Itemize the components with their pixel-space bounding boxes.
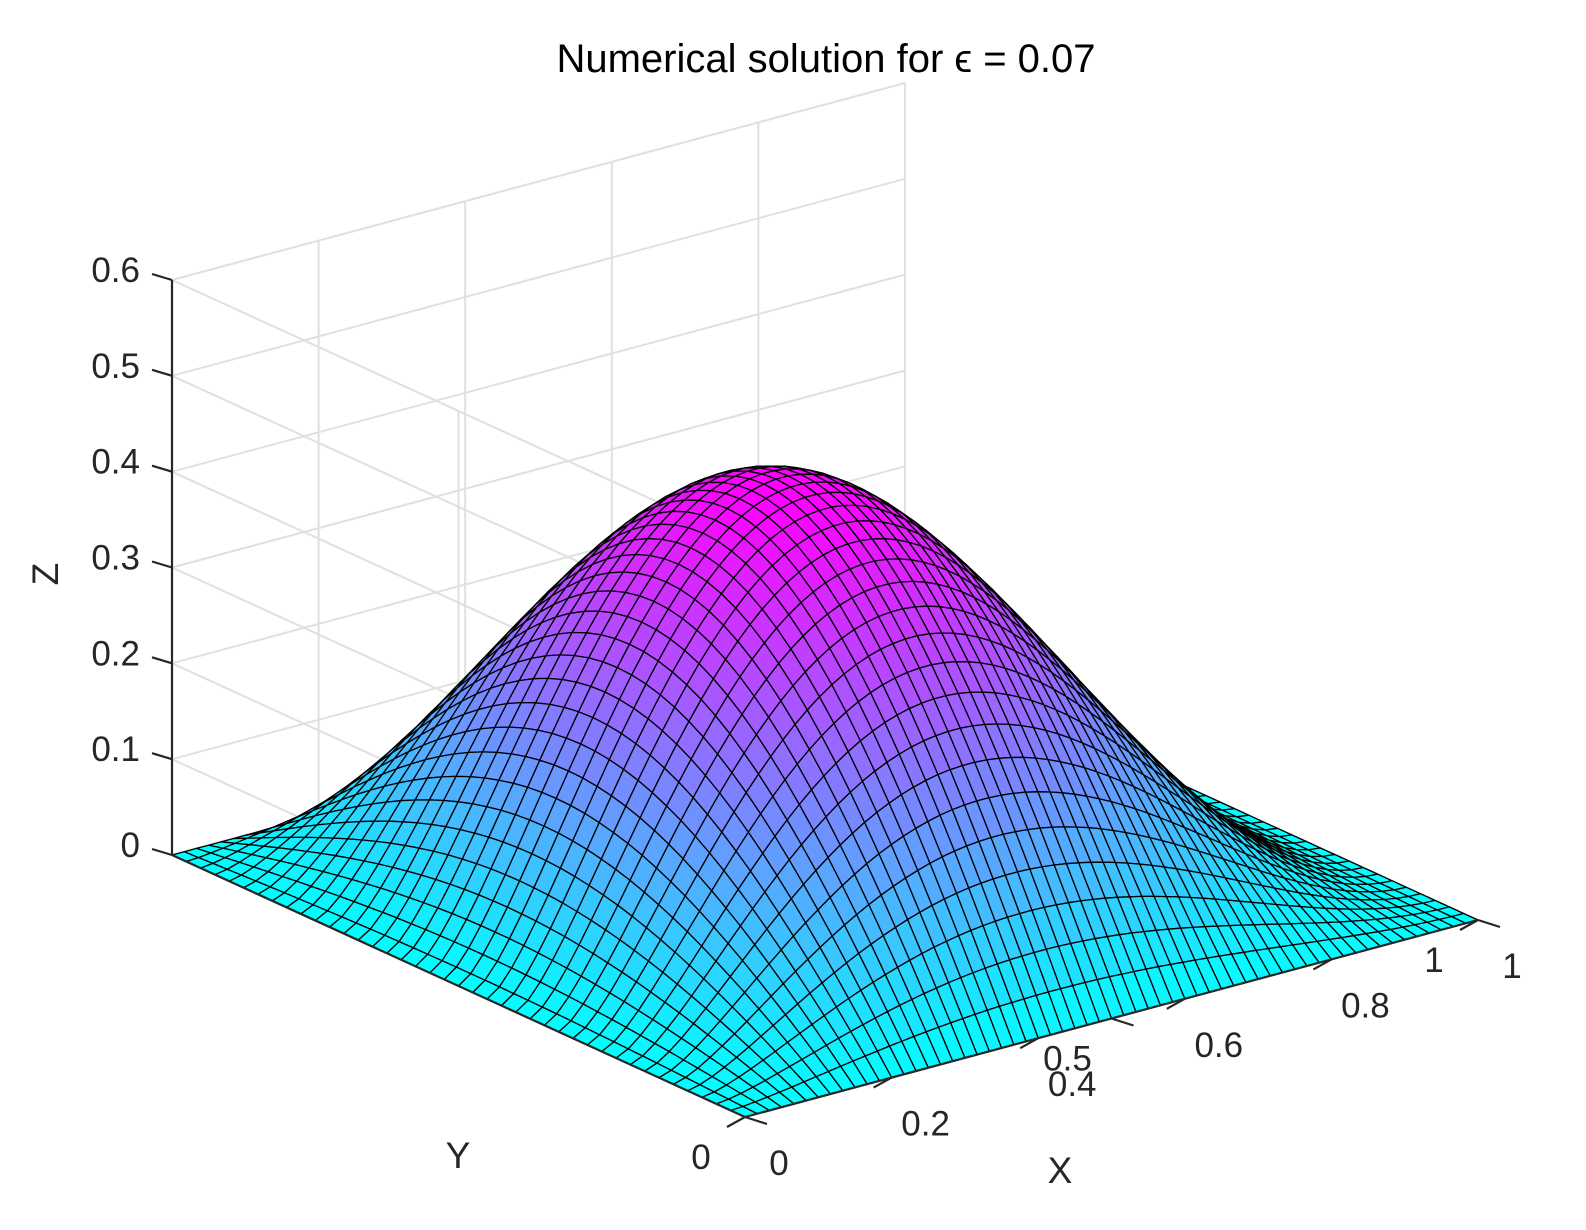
x-axis-label: X	[1048, 1150, 1073, 1191]
x-tick-mark	[1459, 919, 1479, 931]
y-axis-line	[171, 853, 746, 1119]
z-tick-label: 0.1	[91, 730, 140, 769]
grid-line	[171, 273, 906, 473]
y-tick-mark	[744, 1115, 768, 1126]
grid-line	[171, 177, 906, 377]
z-tick-mark	[151, 656, 173, 665]
y-tick-label: 1	[1424, 941, 1443, 980]
chart-title: Numerical solution for ϵ = 0.07	[556, 37, 1095, 81]
z-tick-mark	[151, 368, 173, 377]
x-tick-label: 0.6	[1194, 1026, 1243, 1065]
x-tick-mark	[1312, 958, 1332, 971]
x-tick-label: 0.4	[1048, 1065, 1097, 1104]
x-tick-label: 0	[769, 1144, 788, 1183]
x-tick-label: 0.8	[1341, 986, 1390, 1025]
y-axis-label: Y	[446, 1135, 471, 1176]
x-tick-label: 0.2	[901, 1105, 950, 1144]
y-tick-label: 0	[691, 1138, 710, 1177]
y-tick-mark	[1477, 918, 1501, 929]
x-tick-mark	[873, 1076, 893, 1089]
z-tick-mark	[151, 560, 173, 569]
x-tick-mark	[726, 1116, 746, 1128]
x-tick-mark	[1019, 1037, 1039, 1050]
grid-line	[171, 82, 906, 281]
z-tick-mark	[151, 464, 173, 473]
z-tick-mark	[151, 272, 173, 282]
z-tick-mark	[151, 752, 173, 761]
z-tick-mark	[151, 847, 173, 857]
surface-plot	[171, 465, 1479, 1118]
z-tick-label: 0.3	[91, 539, 140, 578]
y-tick-label: 0.5	[1043, 1040, 1092, 1079]
x-tick-mark	[1166, 997, 1186, 1010]
z-tick-label: 0.2	[91, 634, 140, 673]
z-axis-label: Z	[25, 563, 66, 586]
z-tick-label: 0.6	[91, 251, 140, 290]
y-tick-mark	[1111, 1017, 1134, 1027]
z-tick-label: 0	[121, 826, 140, 865]
z-tick-label: 0.4	[91, 443, 140, 482]
z-tick-label: 0.5	[91, 347, 140, 386]
grid-line	[171, 369, 906, 569]
axes	[151, 272, 1501, 1128]
x-tick-label: 1	[1502, 947, 1521, 986]
